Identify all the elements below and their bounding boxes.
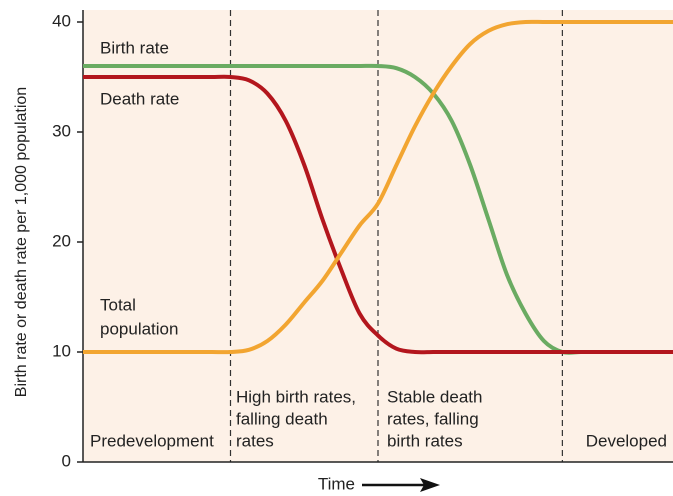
series-label: population <box>100 319 178 338</box>
stage-label: birth rates <box>387 431 463 450</box>
x-axis-label: Time <box>318 474 355 493</box>
stage-label: falling death <box>236 409 328 428</box>
y-tick-label: 30 <box>52 121 71 140</box>
series-label: Death rate <box>100 89 179 108</box>
series-line <box>82 74 673 355</box>
y-tick-label: 20 <box>52 231 71 250</box>
series-line <box>82 19 673 355</box>
y-tick-label: 0 <box>62 451 71 470</box>
stage-label: High birth rates, <box>236 387 356 406</box>
stage-label: rates, falling <box>387 409 479 428</box>
y-axis-label: Birth rate or death rate per 1,000 popul… <box>13 87 30 397</box>
y-tick-label: 40 <box>52 11 71 30</box>
stage-label: Predevelopment <box>90 431 214 450</box>
series-label: Birth rate <box>100 38 169 57</box>
time-arrow <box>362 478 440 492</box>
stage-label: Stable death <box>387 387 482 406</box>
y-tick-label: 10 <box>52 341 71 360</box>
series-label: Total <box>100 295 136 314</box>
stage-label: Developed <box>586 431 667 450</box>
stage-label: rates <box>236 431 274 450</box>
